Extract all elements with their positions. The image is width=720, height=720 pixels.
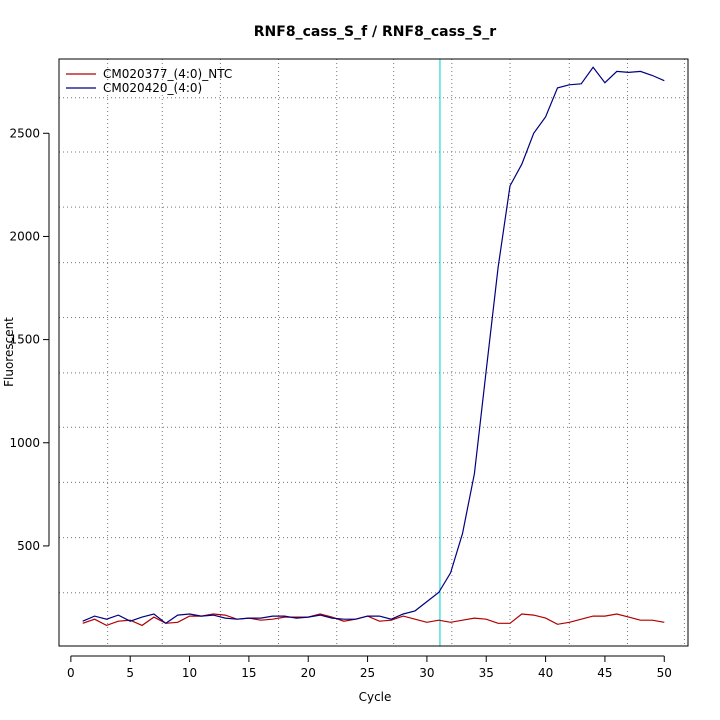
x-tick-label: 35 xyxy=(479,666,494,680)
x-tick-label: 25 xyxy=(360,666,375,680)
series-line xyxy=(82,66,665,625)
y-tick-label: 2500 xyxy=(9,126,40,140)
y-tick-label: 500 xyxy=(17,539,40,553)
y-axis: 500 1000 1500 2000 2500 xyxy=(9,126,50,553)
y-axis-label: Fluorescent xyxy=(2,317,16,387)
legend-label: CM020377_(4:0)_NTC xyxy=(103,67,232,81)
x-axis-label: Cycle xyxy=(359,690,392,704)
y-tick-label: 2000 xyxy=(9,229,40,243)
y-tick-label: 1000 xyxy=(9,436,40,450)
x-tick-label: 30 xyxy=(419,666,434,680)
x-tick-label: 0 xyxy=(67,666,75,680)
x-tick-label: 50 xyxy=(657,666,672,680)
plot-frame xyxy=(58,58,689,647)
x-tick-label: 5 xyxy=(126,666,134,680)
grid xyxy=(59,59,688,646)
series-line xyxy=(82,613,665,627)
x-tick-label: 40 xyxy=(538,666,553,680)
series-layer xyxy=(82,66,665,627)
legend-label: CM020420_(4:0) xyxy=(103,81,202,95)
x-tick-label: 10 xyxy=(182,666,197,680)
chart-title: RNF8_cass_S_f / RNF8_cass_S_r xyxy=(254,24,497,40)
x-tick-label: 20 xyxy=(301,666,316,680)
x-tick-label: 15 xyxy=(241,666,256,680)
x-axis: 0 5 10 15 20 25 30 35 40 45 50 xyxy=(67,655,672,680)
x-tick-label: 45 xyxy=(597,666,612,680)
y-tick-label: 1500 xyxy=(9,333,40,347)
